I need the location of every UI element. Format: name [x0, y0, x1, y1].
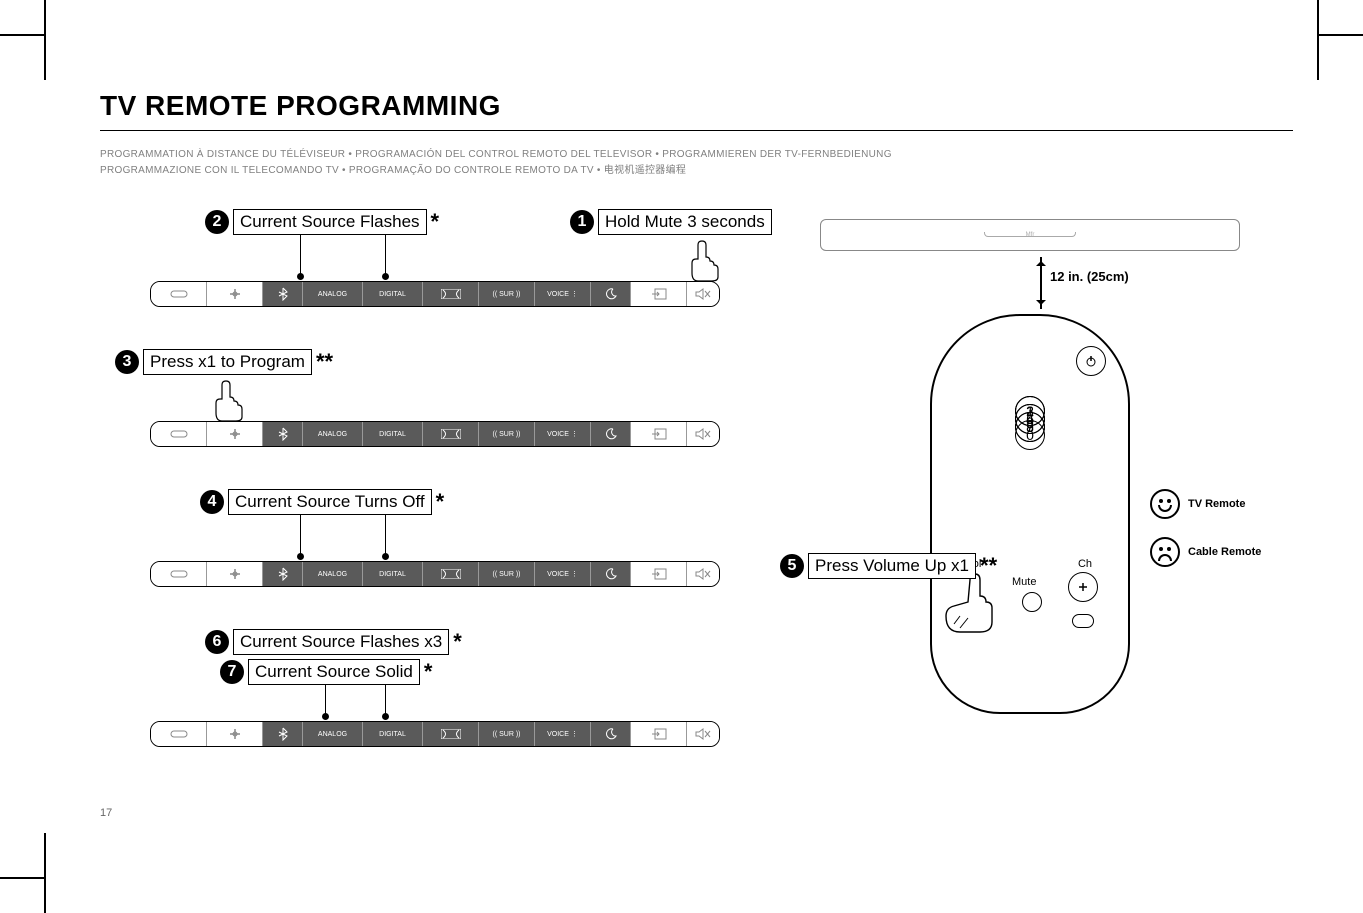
subtitle-line-1: PROGRAMMATION À DISTANCE DU TÉLÉVISEUR •… [100, 147, 1293, 163]
seg-sur: (( SUR )) [479, 282, 535, 306]
subtitle: PROGRAMMATION À DISTANCE DU TÉLÉVISEUR •… [100, 147, 1293, 179]
step-1: 1 Hold Mute 3 seconds [570, 209, 772, 235]
seg-plus [207, 282, 263, 306]
step-6: 6 Current Source Flashes x3 * [205, 629, 462, 655]
step-4: 4 Current Source Turns Off * [200, 489, 444, 515]
step-7: 7 Current Source Solid * [220, 659, 432, 685]
seg-input [631, 282, 687, 306]
step-1-badge: 1 [570, 210, 594, 234]
step-7-label: Current Source Solid [248, 659, 420, 685]
pointer [300, 515, 301, 559]
power-button-icon [1076, 346, 1106, 376]
step-4-asterisk: * [436, 489, 445, 515]
seg-night [591, 282, 631, 306]
seg-mute [687, 282, 719, 306]
soundbar-row-1: ANALOG DIGITAL (( SUR )) VOICE ⋮ [150, 281, 720, 307]
keypad: 1 2 3 4 5 6 7 8 9 0 [932, 396, 1128, 428]
step-7-asterisk: * [424, 659, 433, 685]
seg-bt [263, 282, 303, 306]
ch-label: Ch [1078, 558, 1092, 570]
step-3-asterisk: ** [316, 349, 333, 375]
step-3-badge: 3 [115, 350, 139, 374]
soundbar-outline: Mfr [820, 219, 1240, 251]
diagram-area: 1 Hold Mute 3 seconds 2 Current Source F… [100, 209, 1293, 799]
step-4-badge: 4 [200, 490, 224, 514]
step-2-badge: 2 [205, 210, 229, 234]
step-5-badge: 5 [780, 554, 804, 578]
soundbar-row-4: ANALOG DIGITAL (( SUR )) VOICE ⋮ [150, 721, 720, 747]
step-5-label: Press Volume Up x1 [808, 553, 976, 579]
cable-remote-legend: Cable Remote [1150, 537, 1261, 567]
step-6-label: Current Source Flashes x3 [233, 629, 449, 655]
tv-remote-outline: 1 2 3 4 5 6 7 8 9 0 [930, 314, 1130, 714]
pointer [385, 235, 386, 279]
pointer [300, 235, 301, 279]
distance-label: 12 in. (25cm) [1050, 269, 1129, 284]
tv-remote-legend: TV Remote [1150, 489, 1245, 519]
hand-icon [686, 239, 726, 283]
ch-button-icon [1068, 572, 1098, 602]
remote-diagram: Mfr 12 in. (25cm) 1 2 3 4 5 6 [800, 219, 1280, 251]
soundbar-row-2: ANALOG DIGITAL (( SUR )) VOICE ⋮ [150, 421, 720, 447]
seg-power [151, 282, 207, 306]
mute-button-icon [1022, 592, 1042, 612]
step-5-asterisk: ** [980, 553, 997, 579]
title-divider [100, 130, 1293, 131]
key-0: 0 [1015, 420, 1045, 450]
frown-icon [1150, 537, 1180, 567]
pointer [385, 515, 386, 559]
seg-analog: ANALOG [303, 282, 363, 306]
step-3-label: Press x1 to Program [143, 349, 312, 375]
cable-remote-label: Cable Remote [1188, 546, 1261, 558]
mute-label: Mute [1012, 576, 1036, 588]
step-1-label: Hold Mute 3 seconds [598, 209, 772, 235]
menu-button-icon [1072, 614, 1094, 628]
page-number: 17 [100, 807, 112, 819]
tv-remote-label: TV Remote [1188, 498, 1245, 510]
pointer [325, 685, 326, 719]
seg-voice: VOICE ⋮ [535, 282, 591, 306]
hand-icon [210, 379, 250, 423]
step-4-label: Current Source Turns Off [228, 489, 432, 515]
step-3: 3 Press x1 to Program ** [115, 349, 333, 375]
step-6-badge: 6 [205, 630, 229, 654]
step-2: 2 Current Source Flashes * [205, 209, 439, 235]
pointer [385, 685, 386, 719]
step-5: 5 Press Volume Up x1 ** [780, 553, 997, 579]
page-title: TV REMOTE PROGRAMMING [100, 90, 1293, 122]
subtitle-line-2: PROGRAMMAZIONE CON IL TELECOMANDO TV • P… [100, 163, 1293, 179]
seg-digital: DIGITAL [363, 282, 423, 306]
hand-on-volume-icon [940, 572, 1000, 642]
step-7-badge: 7 [220, 660, 244, 684]
step-2-label: Current Source Flashes [233, 209, 427, 235]
step-6-asterisk: * [453, 629, 462, 655]
step-2-asterisk: * [431, 209, 440, 235]
distance-arrow [1040, 257, 1042, 309]
seg-dolby [423, 282, 479, 306]
smile-icon [1150, 489, 1180, 519]
remote-legend: TV Remote Cable Remote [1150, 489, 1261, 581]
soundbar-row-3: ANALOG DIGITAL (( SUR )) VOICE ⋮ [150, 561, 720, 587]
